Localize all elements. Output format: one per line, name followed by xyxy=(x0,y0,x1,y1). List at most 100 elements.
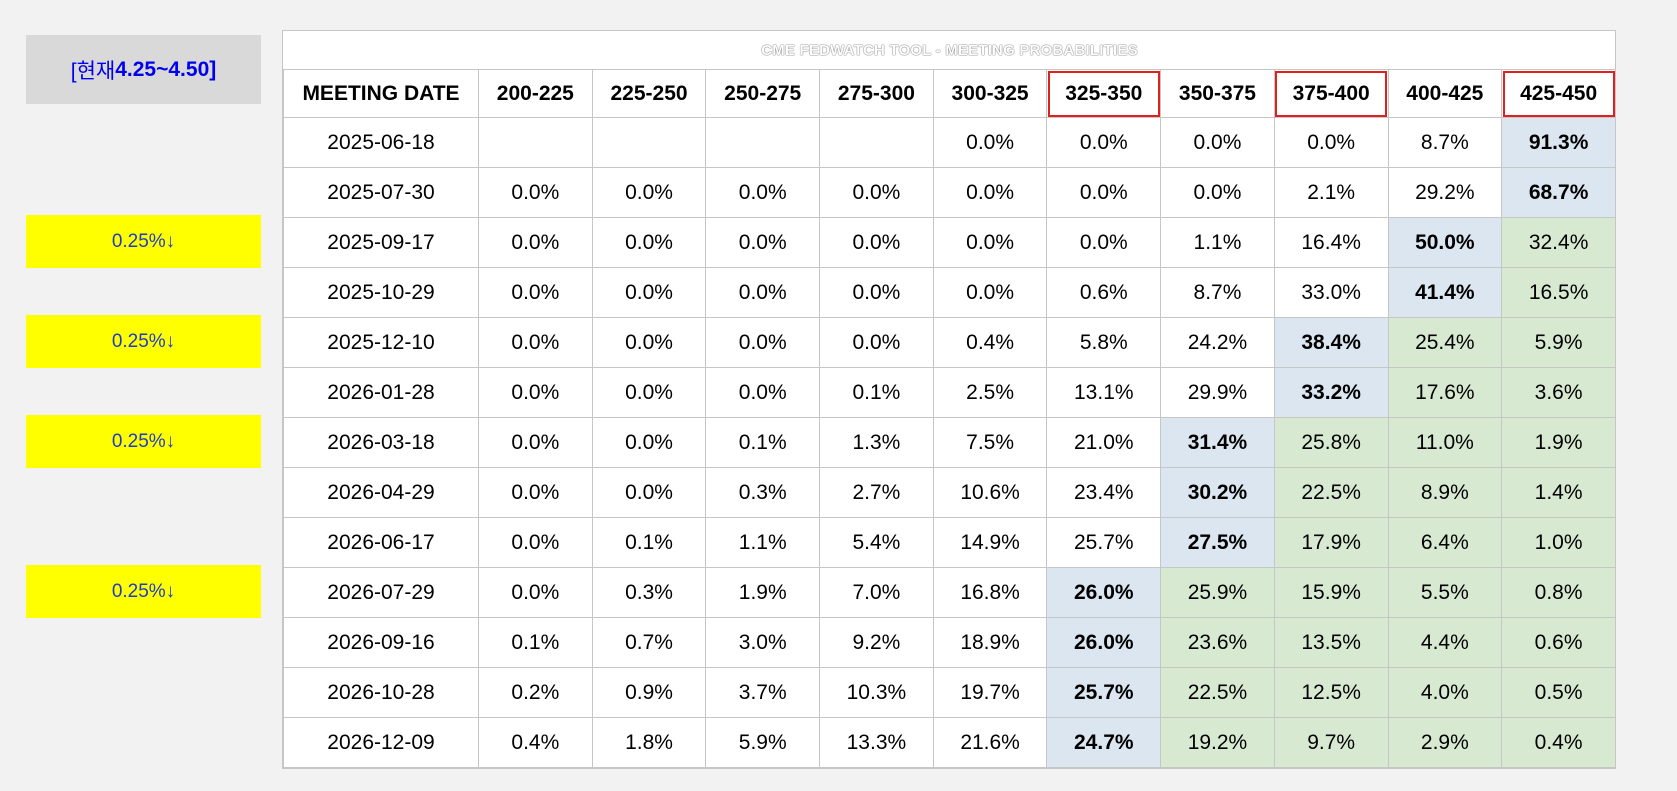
probability-cell: 0.3% xyxy=(591,567,707,618)
probability-cell: 29.2% xyxy=(1387,167,1503,218)
probability-cell xyxy=(591,117,707,168)
most-likely-probability-cell: 50.0% xyxy=(1387,217,1503,268)
fedwatch-probability-table: CME FEDWATCH TOOL - MEETING PROBABILITIE… xyxy=(282,30,1617,769)
probability-cell: 0.0% xyxy=(478,567,593,618)
rate-range-header: 425-450 xyxy=(1501,69,1617,118)
probability-cell: 8.9% xyxy=(1387,467,1503,518)
probability-cell: 19.7% xyxy=(932,667,1048,718)
most-likely-probability-cell: 33.2% xyxy=(1273,367,1389,418)
rate-range-header: 275-300 xyxy=(819,69,934,118)
probability-cell: 14.9% xyxy=(932,517,1048,568)
probability-cell: 9.2% xyxy=(819,617,934,668)
probability-cell: 0.0% xyxy=(819,317,934,368)
column-header-row: MEETING DATE 200-225 225-250 250-275 275-30… xyxy=(283,69,1617,118)
meeting-date-cell: 2026-10-28 xyxy=(283,667,479,718)
probability-cell: 0.0% xyxy=(591,467,707,518)
meeting-date-cell: 2026-12-09 xyxy=(283,717,479,768)
most-likely-probability-cell: 31.4% xyxy=(1160,417,1275,468)
probability-cell: 0.0% xyxy=(1273,117,1389,168)
current-rate-label: [현재 4.25~4.50] xyxy=(26,35,261,104)
probability-cell: 0.0% xyxy=(819,267,934,318)
rate-range-header: 350-375 xyxy=(1160,69,1275,118)
probability-cell: 0.4% xyxy=(932,317,1048,368)
probability-cell: 0.0% xyxy=(1160,117,1275,168)
probability-cell: 0.0% xyxy=(478,467,593,518)
probability-cell: 0.0% xyxy=(932,217,1048,268)
meeting-date-cell: 2025-06-18 xyxy=(283,117,479,168)
meeting-date-header: MEETING DATE xyxy=(283,69,479,118)
table-row: 2026-12-09 0.4% 1.8% 5.9% 13.3% 21.6% 24.7% 19.… xyxy=(283,717,1617,768)
probability-cell: 0.6% xyxy=(1501,617,1617,668)
meeting-date-cell: 2026-03-18 xyxy=(283,417,479,468)
probability-cell: 0.0% xyxy=(591,367,707,418)
probability-cell: 13.5% xyxy=(1273,617,1389,668)
table-row: 2026-04-29 0.0% 0.0% 0.3% 2.7% 10.6% 23.4% 30.2… xyxy=(283,467,1617,518)
most-likely-probability-cell: 24.7% xyxy=(1046,717,1162,768)
probability-cell: 22.5% xyxy=(1273,467,1389,518)
probability-cell: 0.0% xyxy=(1046,117,1162,168)
probability-cell: 2.9% xyxy=(1387,717,1503,768)
probability-cell: 15.9% xyxy=(1273,567,1389,618)
rate-cut-badge: 0.25%↓ xyxy=(26,215,261,268)
probability-cell: 13.1% xyxy=(1046,367,1162,418)
probability-cell: 0.0% xyxy=(478,517,593,568)
probability-cell: 1.0% xyxy=(1501,517,1617,568)
probability-cell: 2.5% xyxy=(932,367,1048,418)
probability-cell: 1.8% xyxy=(591,717,707,768)
meeting-date-cell: 2025-09-17 xyxy=(283,217,479,268)
meeting-date-cell: 2026-04-29 xyxy=(283,467,479,518)
probability-cell: 0.0% xyxy=(705,167,821,218)
rate-range-header: 250-275 xyxy=(705,69,821,118)
probability-cell: 10.3% xyxy=(819,667,934,718)
meeting-date-cell: 2025-10-29 xyxy=(283,267,479,318)
table-row: 2026-03-18 0.0% 0.0% 0.1% 1.3% 7.5% 21.0% 31.4%… xyxy=(283,417,1617,468)
probability-cell: 5.5% xyxy=(1387,567,1503,618)
probability-cell: 0.0% xyxy=(478,367,593,418)
probability-cell: 0.0% xyxy=(932,117,1048,168)
probability-cell: 8.7% xyxy=(1160,267,1275,318)
probability-cell xyxy=(478,117,593,168)
rate-cut-badge: 0.25%↓ xyxy=(26,415,261,468)
probability-cell: 0.0% xyxy=(478,417,593,468)
probability-cell: 1.9% xyxy=(705,567,821,618)
table-row: 2025-12-10 0.0% 0.0% 0.0% 0.0% 0.4% 5.8% 24.2% 3… xyxy=(283,317,1617,368)
probability-cell: 0.1% xyxy=(591,517,707,568)
probability-cell: 0.0% xyxy=(478,317,593,368)
probability-cell: 33.0% xyxy=(1273,267,1389,318)
probability-cell xyxy=(819,117,934,168)
probability-cell: 0.2% xyxy=(478,667,593,718)
probability-cell: 7.5% xyxy=(932,417,1048,468)
rate-cut-badge: 0.25%↓ xyxy=(26,315,261,368)
probability-cell: 16.8% xyxy=(932,567,1048,618)
table-title: CME FEDWATCH TOOL - MEETING PROBABILITIE… xyxy=(283,31,1616,70)
probability-cell: 25.4% xyxy=(1387,317,1503,368)
probability-cell: 0.0% xyxy=(478,267,593,318)
probability-cell: 18.9% xyxy=(932,617,1048,668)
probability-cell: 0.9% xyxy=(591,667,707,718)
probability-cell: 23.4% xyxy=(1046,467,1162,518)
table-row: 2025-10-29 0.0% 0.0% 0.0% 0.0% 0.0% 0.6% 8.7% 33… xyxy=(283,267,1617,318)
probability-cell: 11.0% xyxy=(1387,417,1503,468)
probability-cell: 22.5% xyxy=(1160,667,1275,718)
probability-cell: 2.1% xyxy=(1273,167,1389,218)
probability-cell: 0.5% xyxy=(1501,667,1617,718)
most-likely-probability-cell: 91.3% xyxy=(1501,117,1617,168)
probability-cell: 5.9% xyxy=(1501,317,1617,368)
current-rate-prefix: [현재 xyxy=(70,59,116,83)
probability-cell: 12.5% xyxy=(1273,667,1389,718)
probability-cell: 0.7% xyxy=(591,617,707,668)
probability-cell: 0.1% xyxy=(705,417,821,468)
probability-cell: 17.9% xyxy=(1273,517,1389,568)
table-row: 2026-09-16 0.1% 0.7% 3.0% 9.2% 18.9% 26.0% 23.6… xyxy=(283,617,1617,668)
meeting-date-cell: 2026-01-28 xyxy=(283,367,479,418)
probability-cell: 16.4% xyxy=(1273,217,1389,268)
table-row: 2026-01-28 0.0% 0.0% 0.0% 0.1% 2.5% 13.1% 29.9%… xyxy=(283,367,1617,418)
probability-cell: 29.9% xyxy=(1160,367,1275,418)
table-row: 2025-09-17 0.0% 0.0% 0.0% 0.0% 0.0% 0.0% 1.1% 16… xyxy=(283,217,1617,268)
rate-cut-badge: 0.25%↓ xyxy=(26,565,261,618)
table-row: 2026-06-17 0.0% 0.1% 1.1% 5.4% 14.9% 25.7% 27.5… xyxy=(283,517,1617,568)
probability-cell: 0.0% xyxy=(1046,217,1162,268)
probability-cell: 0.0% xyxy=(705,367,821,418)
probability-cell: 0.3% xyxy=(705,467,821,518)
probability-cell: 0.4% xyxy=(1501,717,1617,768)
